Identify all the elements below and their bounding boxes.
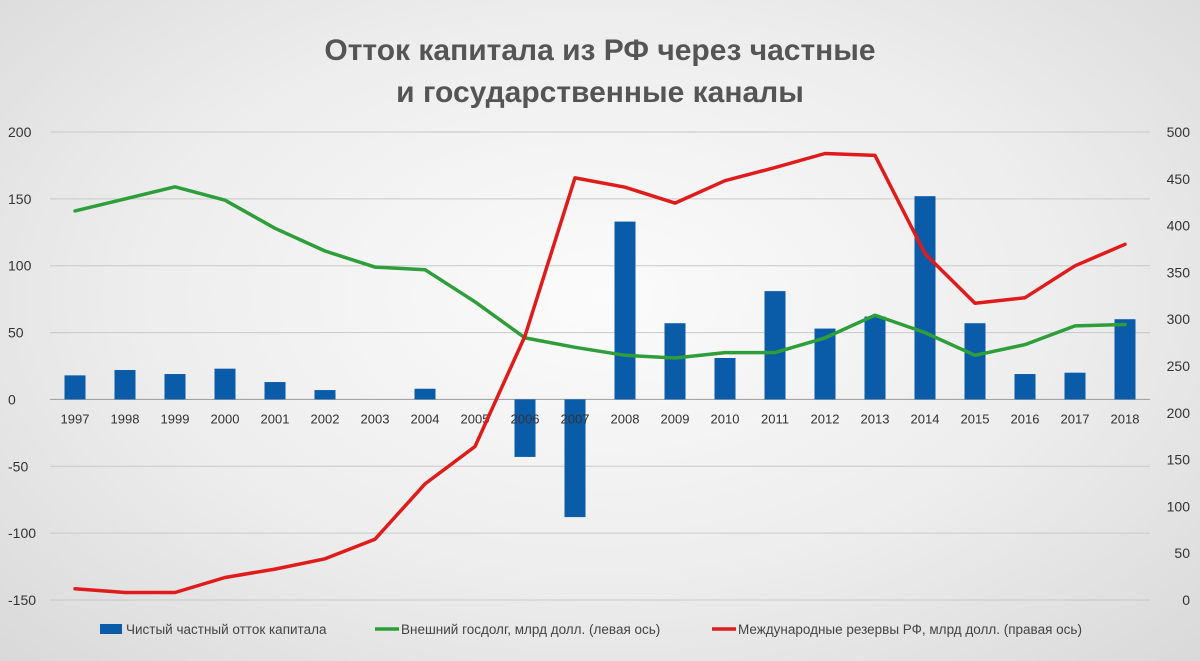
x-tick-label: 2011	[761, 411, 789, 426]
x-tick-label: 2013	[861, 411, 890, 426]
legend-label: Внешний госдолг, млрд долл. (левая ось)	[401, 622, 660, 637]
x-tick-label: 2016	[1011, 411, 1040, 426]
right-y-tick-label: 250	[1167, 358, 1191, 374]
right-y-tick-label: 500	[1167, 124, 1191, 140]
x-tick-label: 2015	[961, 411, 990, 426]
right-y-tick-label: 300	[1167, 311, 1191, 327]
x-tick-label: 2017	[1061, 411, 1090, 426]
left-y-axis: 200 150 100 50 0 -50 -100 -150	[8, 124, 36, 608]
bar-2009	[664, 323, 686, 400]
bar-2016	[1014, 374, 1036, 400]
right-y-tick-label: 0	[1182, 592, 1190, 608]
x-tick-label: 2000	[211, 411, 240, 426]
line-series-0	[73, 185, 1127, 360]
bar-2011	[764, 291, 786, 400]
chart-title-line-1: Отток капитала из РФ через частные	[324, 34, 876, 67]
x-tick-label: 2002	[311, 411, 340, 426]
right-y-tick-label: 400	[1167, 218, 1191, 234]
x-tick-label: 1999	[161, 411, 190, 426]
line-series-1	[73, 151, 1127, 595]
bar-2000	[214, 368, 236, 400]
chart-title: Отток капитала из РФ через частные и гос…	[0, 30, 1200, 114]
x-tick-label: 1997	[61, 411, 90, 426]
x-tick-label: 2009	[661, 411, 690, 426]
right-y-tick-label: 450	[1167, 171, 1191, 187]
bar-2001	[264, 382, 286, 400]
bar-2004	[414, 388, 436, 400]
x-tick-label: 2014	[911, 411, 940, 426]
x-tick-label: 2001	[261, 411, 290, 426]
left-y-tick-label: 0	[8, 391, 16, 407]
x-tick-label: 2005	[461, 411, 490, 426]
left-y-tick-label: -150	[8, 592, 36, 608]
right-y-tick-label: 100	[1167, 498, 1191, 514]
line-series	[73, 151, 1127, 595]
legend-label: Международные резервы РФ, млрд долл. (пр…	[738, 622, 1082, 637]
legend: Чистый частный отток капитала Внешний гос…	[100, 622, 1082, 637]
right-y-tick-label: 350	[1167, 264, 1191, 280]
left-y-tick-label: 150	[8, 191, 32, 207]
bar-2012	[814, 328, 836, 400]
left-y-tick-label: 200	[8, 124, 32, 140]
legend-label: Чистый частный отток капитала	[126, 622, 327, 637]
x-tick-label: 2007	[561, 411, 590, 426]
x-tick-label: 2008	[611, 411, 640, 426]
bar-1997	[64, 375, 86, 400]
bar-2017	[1064, 372, 1086, 400]
left-y-tick-label: -100	[8, 525, 36, 541]
x-tick-label: 2004	[411, 411, 440, 426]
legend-swatch	[100, 624, 122, 634]
bar-2010	[714, 357, 736, 400]
right-y-tick-label: 150	[1167, 452, 1191, 468]
bar-2008	[614, 221, 636, 400]
x-tick-label: 2010	[711, 411, 740, 426]
x-tick-label: 2012	[811, 411, 840, 426]
chart-title-line-2: и государственные каналы	[396, 76, 804, 109]
right-y-tick-label: 50	[1174, 545, 1190, 561]
bar-2002	[314, 390, 336, 400]
bar-2006	[514, 399, 536, 457]
bar-2013	[864, 316, 886, 400]
x-tick-label: 2018	[1111, 411, 1140, 426]
x-tick-label: 1998	[111, 411, 140, 426]
x-tick-label: 2006	[511, 411, 540, 426]
left-y-tick-label: -50	[8, 458, 28, 474]
bar-2007	[564, 399, 586, 518]
left-y-tick-label: 100	[8, 258, 32, 274]
x-axis-ticks: 1997 1998 1999 2000 2001 2002 2003 2004 2005 2006…	[61, 411, 1140, 426]
bar-1998	[114, 370, 136, 400]
bar-2015	[964, 323, 986, 400]
bar-1999	[164, 374, 186, 400]
bar-2014	[914, 196, 936, 400]
bar-2018	[1114, 319, 1136, 400]
bar-series	[64, 196, 1136, 518]
right-y-tick-label: 200	[1167, 405, 1191, 421]
left-y-tick-label: 50	[8, 325, 24, 341]
x-tick-label: 2003	[361, 411, 390, 426]
